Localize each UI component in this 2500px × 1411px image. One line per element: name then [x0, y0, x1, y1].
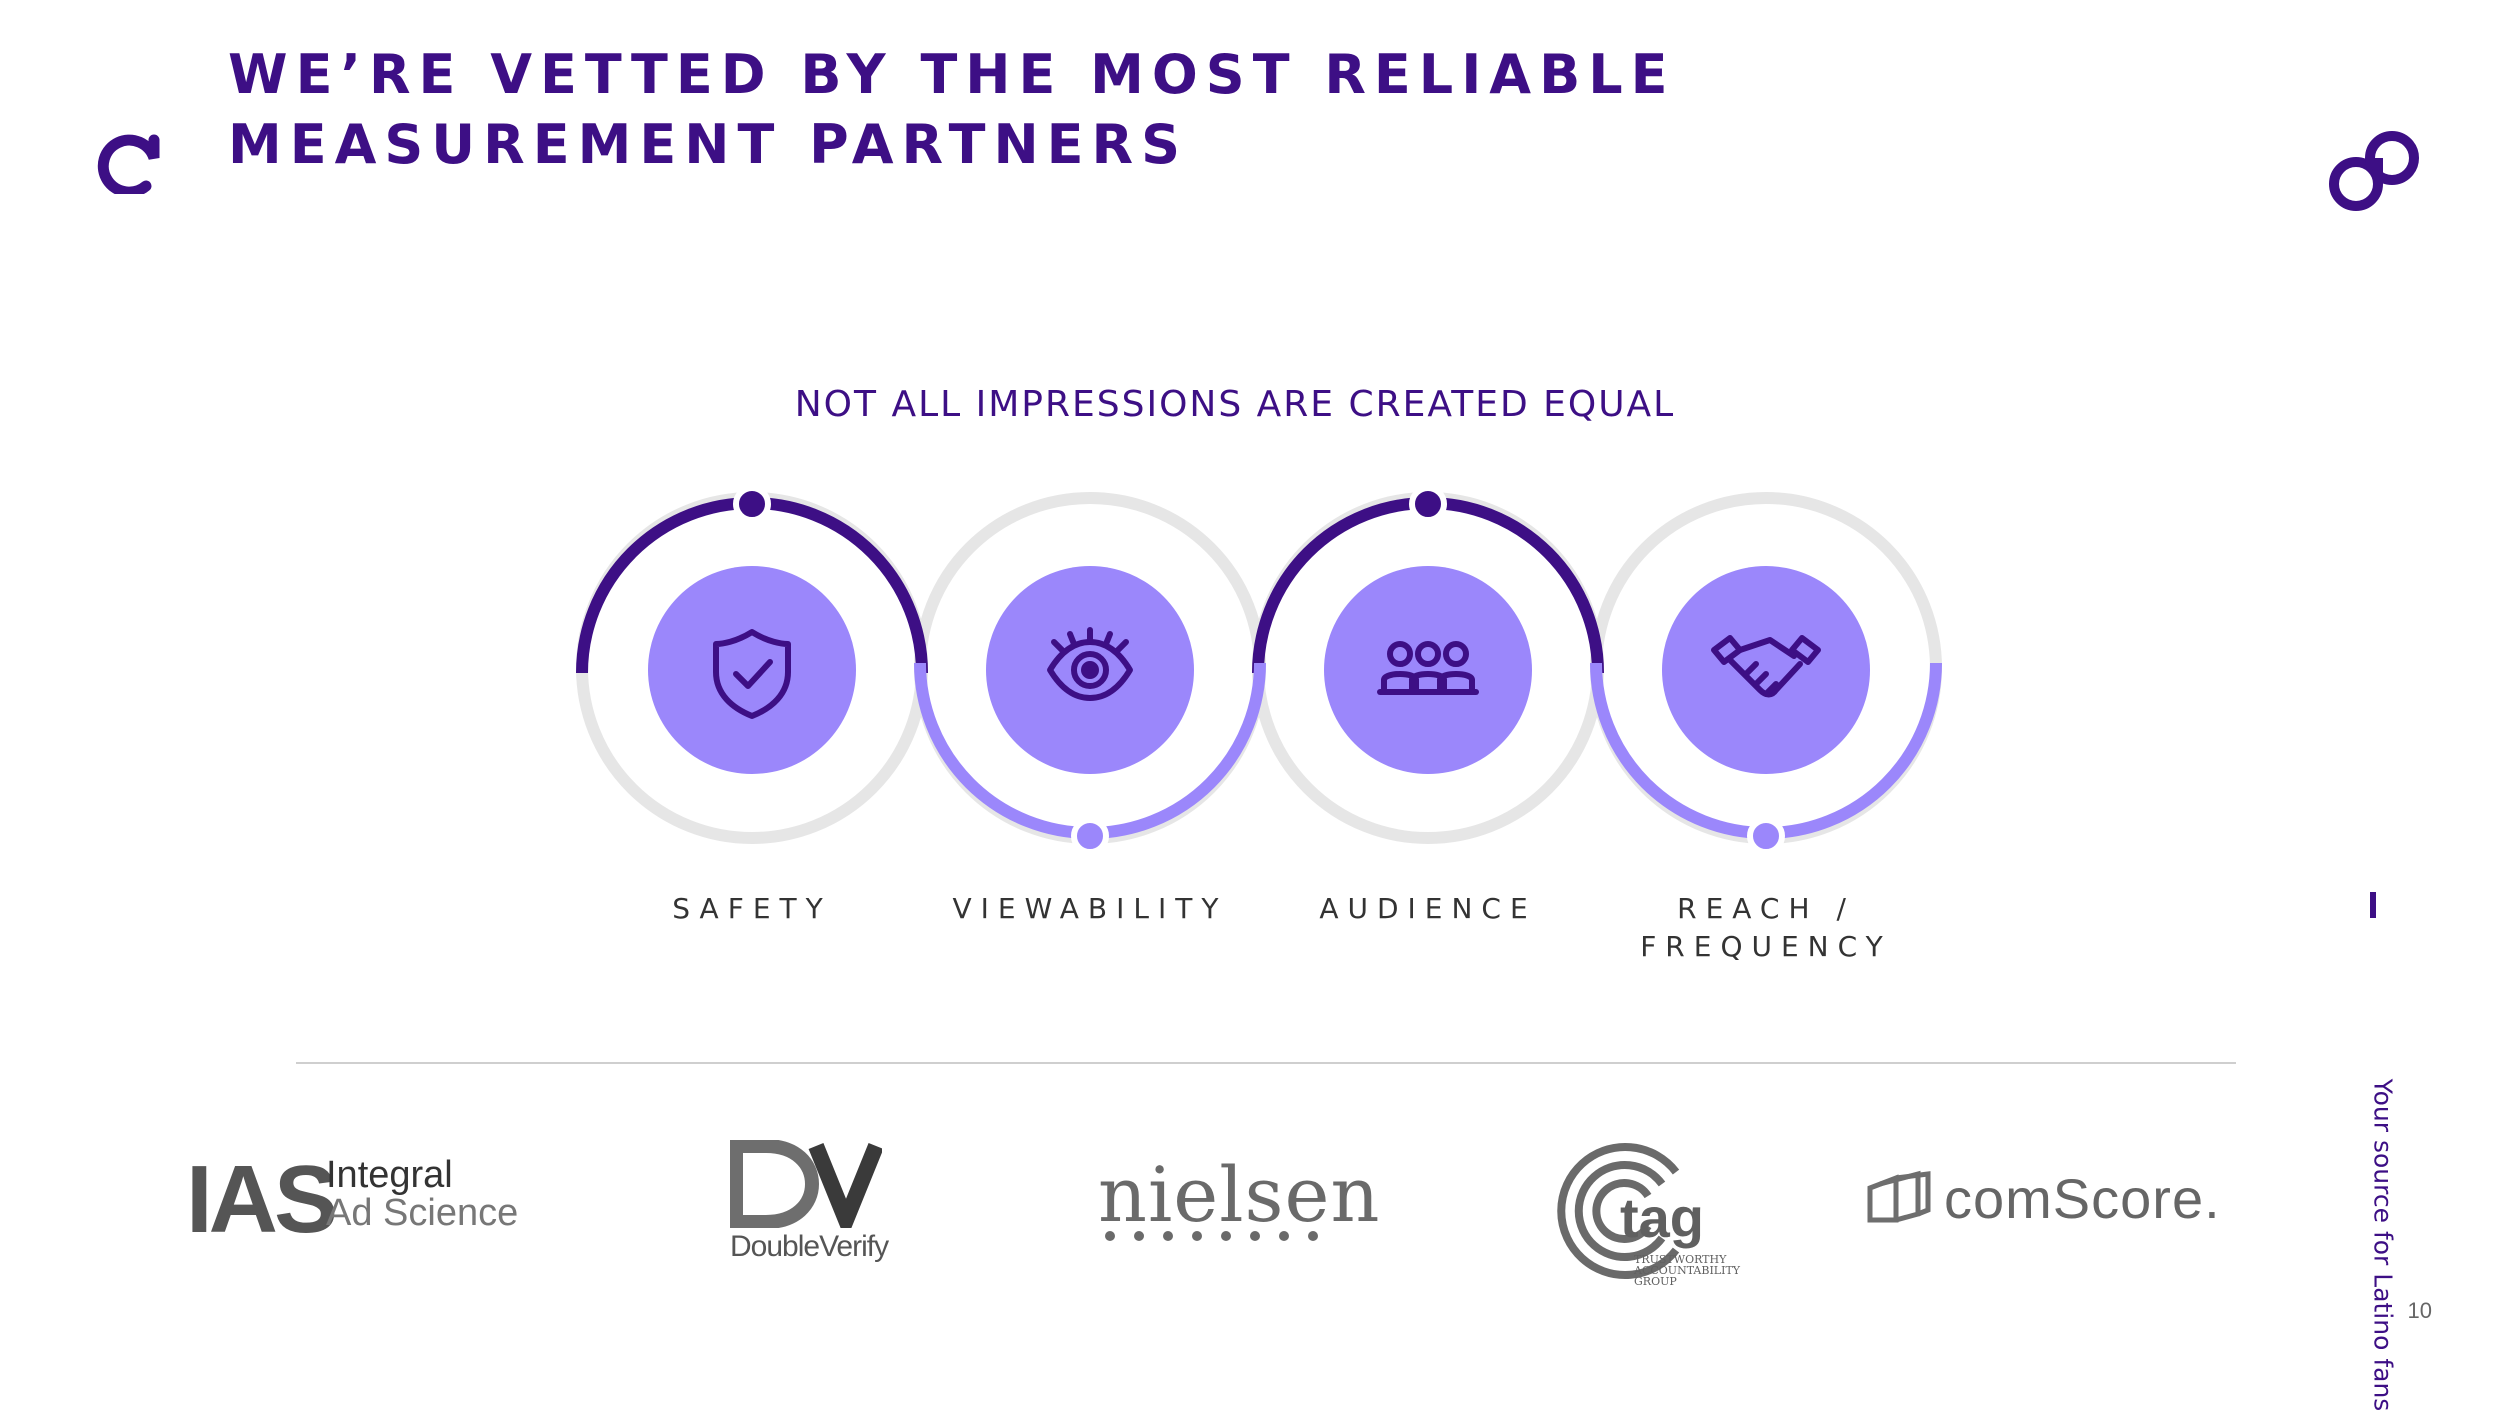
viewability-disc [986, 566, 1194, 774]
comscore-mark-icon [1867, 1170, 1931, 1223]
brand-mark-right-icon [2329, 131, 2419, 211]
ias-wordmark: Integral Ad Science [326, 1156, 518, 1232]
comscore-wordmark: comScore. [1944, 1167, 2221, 1230]
reach-disc [1662, 566, 1870, 774]
tag-sub-line-3: GROUP [1634, 1275, 1677, 1288]
page-title: WE’RE VETTED BY THE MOST RELIABLE MEASUR… [228, 40, 1676, 180]
tagline-accent-bar [2370, 892, 2376, 918]
safety-arc [576, 497, 928, 674]
viewability-marker [1071, 817, 1109, 855]
dv-mark-icon [730, 1140, 882, 1228]
step-label-viewability: VIEWABILITY [952, 892, 1228, 925]
safety-disc [648, 566, 856, 774]
page-number: 10 [2407, 1298, 2432, 1323]
people-group-icon [1377, 641, 1479, 695]
viewability-arc [914, 662, 1266, 839]
doubleverify-wordmark: DoubleVerify [730, 1230, 889, 1263]
section-subtitle: NOT ALL IMPRESSIONS ARE CREATED EQUAL [794, 384, 1676, 425]
audience-marker [1409, 485, 1447, 523]
ias-mark: IAS [186, 1146, 338, 1253]
step-label-audience: AUDIENCE [1319, 892, 1537, 925]
nielsen-dots-icon [1105, 1231, 1318, 1241]
reach-arc [1590, 662, 1942, 839]
audience-arc [1252, 497, 1604, 674]
audience-disc [1324, 566, 1532, 774]
step-label-safety: SAFETY [672, 892, 832, 925]
tag-subtitle: TRUSTWORTHY ACCOUNTABILITY GROUP [1634, 1254, 1740, 1287]
step-label-reach-frequency: REACH / FREQUENCY [1596, 890, 1936, 966]
page-title-line-2: MEASUREMENT PARTNERS [228, 113, 1189, 176]
tag-rings-icon [1557, 1143, 1680, 1279]
handshake-icon [1711, 635, 1821, 698]
page-title-line-1: WE’RE VETTED BY THE MOST RELIABLE [228, 43, 1676, 106]
tag-sub-line-1: TRUSTWORTHY [1634, 1253, 1727, 1266]
section-divider [296, 1062, 2236, 1064]
vertical-tagline: Your source for Latino fans [2368, 1078, 2398, 1411]
ias-line-1: Integral [326, 1154, 453, 1196]
shield-check-icon [713, 629, 791, 719]
brand-mark-left-icon [97, 134, 160, 194]
step-label-reach: REACH / [1677, 892, 1855, 925]
ias-line-2: Ad Science [326, 1192, 519, 1234]
step-label-frequency: FREQUENCY [1640, 930, 1892, 963]
reach-marker [1747, 817, 1785, 855]
tag-wordmark: tag [1620, 1186, 1704, 1249]
nielsen-wordmark: nielsen [1098, 1150, 1381, 1239]
eye-icon [1047, 627, 1133, 701]
safety-marker [733, 485, 771, 523]
tag-sub-line-2: ACCOUNTABILITY [1634, 1264, 1741, 1277]
